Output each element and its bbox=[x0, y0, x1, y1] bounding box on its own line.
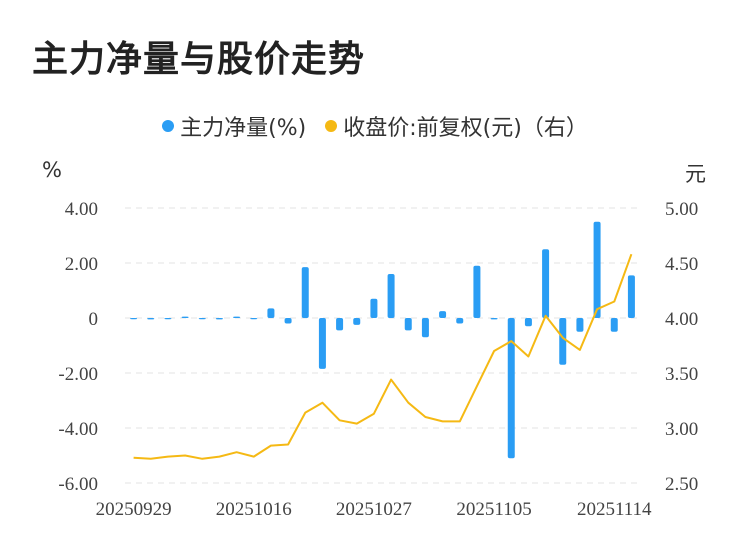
left-tick-label: -2.00 bbox=[58, 364, 98, 385]
x-tick-label: 20251016 bbox=[216, 499, 292, 520]
bar bbox=[576, 318, 584, 332]
legend: 主力净量(%) 收盘价:前复权(元)（右） bbox=[0, 110, 750, 142]
left-tick-label: -4.00 bbox=[58, 419, 98, 440]
bar bbox=[456, 318, 464, 324]
bar bbox=[301, 267, 309, 318]
bar bbox=[524, 318, 532, 327]
left-axis-unit: % bbox=[42, 158, 62, 182]
bar bbox=[267, 308, 275, 318]
left-tick-label: 0 bbox=[89, 309, 99, 330]
bar bbox=[181, 316, 189, 318]
legend-item-close-price[interactable]: 收盘价:前复权(元)（右） bbox=[325, 110, 588, 142]
legend-item-main-force[interactable]: 主力净量(%) bbox=[162, 110, 306, 142]
bar bbox=[439, 311, 447, 318]
bar bbox=[507, 318, 515, 459]
legend-label-close-price: 收盘价:前复权(元)（右） bbox=[343, 116, 588, 141]
x-axis-ticks: 20250929 20251016 20251027 20251105 20251114 bbox=[96, 499, 652, 520]
bar bbox=[370, 298, 378, 318]
left-tick-label: 4.00 bbox=[65, 199, 98, 220]
bar bbox=[490, 318, 498, 320]
bar bbox=[250, 318, 258, 320]
bar bbox=[559, 318, 567, 365]
right-tick-label: 3.50 bbox=[665, 364, 698, 385]
right-tick-label: 5.00 bbox=[665, 199, 698, 220]
bar bbox=[610, 318, 618, 332]
right-tick-label: 4.00 bbox=[665, 309, 698, 330]
legend-label-main-force: 主力净量(%) bbox=[180, 116, 307, 141]
chart-title: 主力净量与股价走势 bbox=[32, 39, 366, 80]
bar bbox=[593, 221, 601, 318]
bar bbox=[353, 318, 361, 325]
bar bbox=[404, 318, 412, 331]
legend-dot-blue-icon bbox=[162, 120, 175, 132]
bar-series bbox=[130, 221, 635, 459]
bar bbox=[215, 318, 223, 320]
left-tick-label: -6.00 bbox=[58, 474, 98, 495]
bar bbox=[473, 265, 481, 318]
right-tick-label: 3.00 bbox=[665, 419, 698, 440]
line-series bbox=[133, 253, 633, 460]
right-axis-unit: 元 bbox=[685, 162, 706, 186]
bar bbox=[147, 318, 155, 320]
left-tick-label: 2.00 bbox=[65, 254, 98, 275]
bar bbox=[284, 318, 292, 324]
bar bbox=[164, 318, 172, 320]
x-tick-label: 20250929 bbox=[96, 499, 172, 520]
bar bbox=[627, 275, 635, 318]
bar bbox=[318, 318, 326, 369]
price-line bbox=[133, 253, 633, 460]
bar bbox=[542, 249, 550, 318]
right-tick-label: 2.50 bbox=[665, 474, 698, 495]
bar bbox=[421, 318, 429, 338]
grid-lines bbox=[125, 207, 640, 484]
bar bbox=[130, 318, 138, 320]
x-tick-label: 20251105 bbox=[456, 499, 531, 520]
right-tick-label: 4.50 bbox=[665, 254, 698, 275]
legend-dot-yellow-icon bbox=[325, 120, 338, 132]
right-axis-ticks: 5.00 4.50 4.00 3.50 3.00 2.50 bbox=[665, 199, 698, 495]
bar bbox=[336, 318, 344, 331]
bar bbox=[233, 316, 241, 318]
bar bbox=[198, 318, 206, 320]
x-tick-label: 20251114 bbox=[577, 499, 652, 520]
x-tick-label: 20251027 bbox=[336, 499, 412, 520]
bar bbox=[387, 274, 395, 318]
left-axis-ticks: 4.00 2.00 0 -2.00 -4.00 -6.00 bbox=[58, 199, 98, 495]
